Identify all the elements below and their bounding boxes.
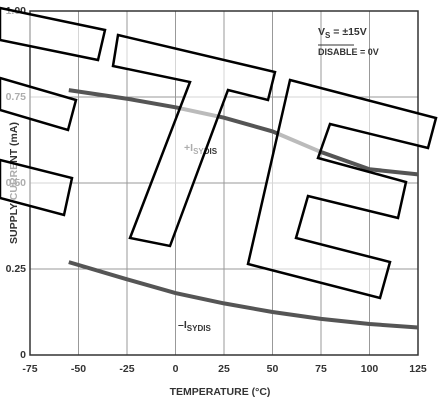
x-tick-label: 100 bbox=[361, 363, 379, 375]
y-tick-label: 0 bbox=[20, 349, 26, 361]
annotation: DISABLE = 0V bbox=[318, 47, 379, 57]
watermark-letter bbox=[0, 158, 74, 217]
y-tick-label: 0.25 bbox=[6, 263, 27, 275]
series-name: –I bbox=[178, 319, 187, 331]
series-name-sub: SYDIS bbox=[187, 324, 212, 333]
x-tick-label: 50 bbox=[267, 363, 279, 375]
x-tick-label: -25 bbox=[119, 363, 134, 375]
series-line bbox=[68, 88, 419, 177]
x-axis-label: TEMPERATURE (°C) bbox=[170, 386, 271, 398]
annotation: VS = ±15V bbox=[318, 26, 367, 40]
x-tick-label: 0 bbox=[173, 363, 179, 375]
series-line bbox=[68, 260, 419, 330]
x-tick-label: 75 bbox=[315, 363, 327, 375]
watermark-letter bbox=[0, 76, 78, 132]
watermark-letter bbox=[246, 78, 438, 300]
watermark-letter bbox=[0, 6, 107, 62]
x-tick-label: -75 bbox=[22, 363, 37, 375]
watermark-letter bbox=[111, 33, 277, 248]
series-label: –ISYDIS bbox=[178, 319, 211, 333]
watermark bbox=[0, 6, 438, 300]
x-tick-label: -50 bbox=[71, 363, 86, 375]
x-tick-label: 125 bbox=[409, 363, 427, 375]
x-tick-label: 25 bbox=[218, 363, 230, 375]
